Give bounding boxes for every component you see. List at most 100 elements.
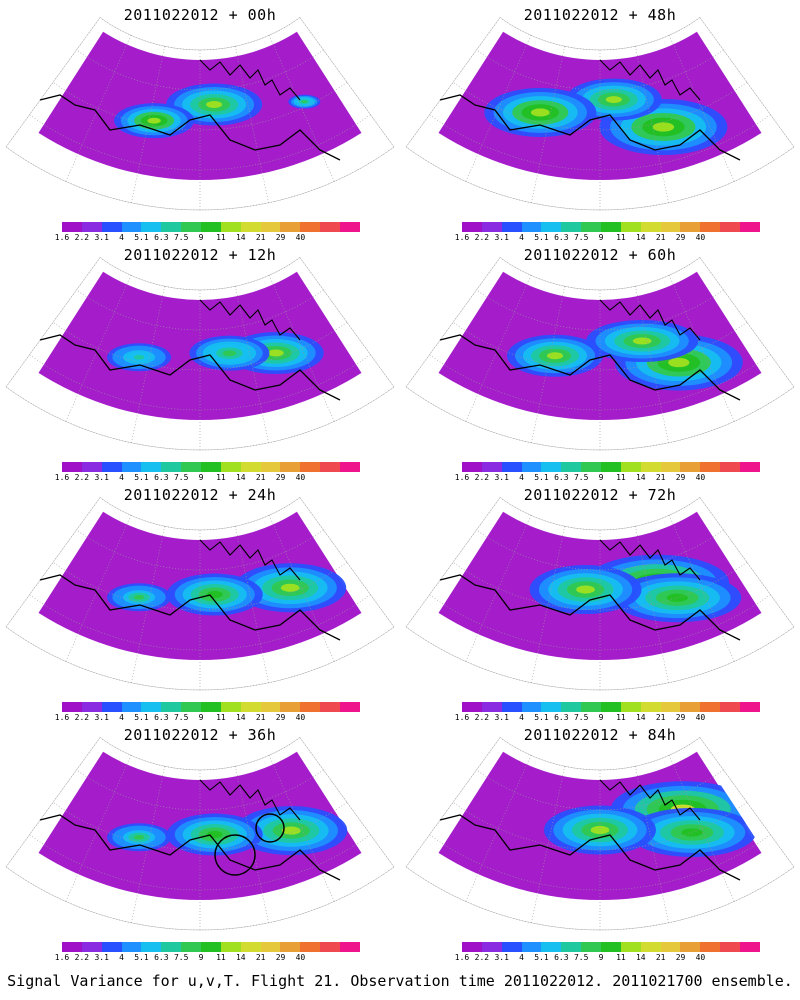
colorbar-swatch (240, 702, 261, 712)
colorbar-label: 21 (655, 473, 666, 482)
colorbar-swatch (121, 702, 142, 712)
colorbar-label: 7.5 (573, 233, 589, 242)
colorbar-swatch (201, 942, 221, 952)
colorbar-swatch (141, 942, 162, 952)
colorbar-swatch (601, 702, 621, 712)
colorbar-swatch (581, 222, 602, 232)
colorbar-swatch (62, 222, 82, 232)
colorbar (62, 462, 360, 472)
colorbar-swatch (462, 702, 482, 712)
signal-variance-field (38, 31, 362, 181)
colorbar-label: 2.2 (74, 953, 90, 962)
coastline (599, 539, 701, 581)
colorbar-label: 21 (255, 953, 266, 962)
colorbar-labels: 1.6 2.2 3.1 4 5.1 6.3 7.5 9 11 14 21 29 40 (455, 473, 768, 483)
map-panel-84h: 2011022012 + 84h 1.6 2.2 3.1 4 5.1 6.3 7.5 9 11 14… (400, 720, 800, 963)
colorbar-label: 21 (655, 233, 666, 242)
colorbar-label: 40 (295, 473, 306, 482)
colorbar-swatch (601, 462, 621, 472)
colorbar-swatch (220, 462, 241, 472)
colorbar-swatch (561, 942, 582, 952)
colorbar-swatch (581, 942, 602, 952)
colorbar-label: 11 (616, 713, 626, 722)
colorbar-swatch (581, 462, 602, 472)
colorbar-label: 21 (655, 713, 666, 722)
colorbar-swatch (720, 702, 741, 712)
colorbar-label: 6.3 (154, 713, 169, 722)
colorbar-label: 3.1 (94, 233, 109, 242)
coastline (439, 574, 741, 641)
panel-title: 2011022012 + 12h (123, 246, 277, 264)
colorbar-label: 11 (616, 233, 626, 242)
colorbar-swatch (161, 222, 182, 232)
colorbar-label: 2.2 (74, 713, 90, 722)
colorbar-swatch (700, 222, 721, 232)
colorbar-label: 29 (275, 713, 286, 722)
colorbar-label: 29 (675, 713, 686, 722)
colorbar-swatch (121, 462, 142, 472)
colorbar-label: 29 (275, 233, 286, 242)
colorbar-swatch (501, 222, 522, 232)
colorbar-swatch (81, 222, 102, 232)
colorbar-swatch (320, 702, 341, 712)
colorbar-label: 11 (616, 953, 626, 962)
signal-variance-field (438, 31, 762, 181)
map-svg (405, 497, 795, 691)
map-svg (5, 737, 395, 931)
colorbar-label: 29 (675, 473, 686, 482)
colorbar-swatch (640, 222, 661, 232)
colorbar-labels: 1.6 2.2 3.1 4 5.1 6.3 7.5 9 11 14 21 29 40 (455, 953, 768, 963)
colorbar-swatch (660, 222, 681, 232)
colorbar-label: 3.1 (494, 233, 509, 242)
colorbar-swatch (680, 702, 701, 712)
colorbar-swatch (220, 702, 241, 712)
coastline (39, 574, 341, 641)
colorbar-label: 40 (695, 233, 706, 242)
colorbar-swatch (181, 222, 202, 232)
colorbar-label: 5.1 (134, 713, 149, 722)
colorbar-labels: 1.6 2.2 3.1 4 5.1 6.3 7.5 9 11 14 21 29 40 (55, 953, 368, 963)
colorbar-label: 3.1 (94, 473, 109, 482)
colorbar (62, 942, 360, 952)
colorbar-label: 6.3 (554, 233, 569, 242)
colorbar-label: 40 (695, 473, 706, 482)
colorbar-label: 1.6 (454, 233, 470, 242)
coastline (39, 94, 341, 161)
colorbar-swatch (660, 942, 681, 952)
colorbar-label: 14 (235, 953, 246, 962)
colorbar-label: 21 (255, 473, 266, 482)
colorbar-label: 9 (598, 713, 604, 722)
colorbar-swatch (561, 702, 582, 712)
colorbar-label: 2.2 (474, 233, 490, 242)
colorbar-swatch (101, 702, 122, 712)
colorbar-swatch (680, 942, 701, 952)
colorbar-labels: 1.6 2.2 3.1 4 5.1 6.3 7.5 9 11 14 21 29 40 (454, 233, 768, 243)
map-panel-24h: 2011022012 + 24h 1.6 2.2 3.1 4 5.1 6.3 7.5 9 11 14… (0, 480, 400, 723)
colorbar-swatch (320, 222, 341, 232)
colorbar (62, 222, 360, 232)
colorbar (462, 462, 760, 472)
colorbar-swatch (541, 462, 562, 472)
colorbar-label: 21 (655, 953, 666, 962)
colorbar-swatch (240, 462, 261, 472)
highlight-circle (214, 834, 256, 876)
colorbar-label: 9 (598, 233, 604, 242)
colorbar-label: 21 (255, 233, 266, 242)
colorbar-labels: 1.6 2.2 3.1 4 5.1 6.3 7.5 9 11 14 21 29 40 (55, 713, 368, 723)
colorbar-label: 2.2 (74, 233, 90, 242)
colorbar-swatch (300, 942, 321, 952)
panel-title: 2011022012 + 48h (523, 6, 677, 24)
colorbar-label: 1.6 (54, 233, 70, 242)
colorbar-swatch (81, 702, 102, 712)
colorbar-label: 40 (295, 233, 306, 242)
colorbar-swatch (280, 462, 301, 472)
colorbar-label: 14 (635, 713, 646, 722)
panel-title: 2011022012 + 72h (523, 486, 677, 504)
coastline (199, 59, 301, 101)
colorbar-swatch (541, 942, 562, 952)
colorbar-label: 40 (295, 953, 306, 962)
colorbar-swatch (220, 222, 241, 232)
panel-title: 2011022012 + 36h (123, 726, 277, 744)
colorbar-swatch (521, 462, 542, 472)
colorbar-swatch (340, 702, 360, 712)
